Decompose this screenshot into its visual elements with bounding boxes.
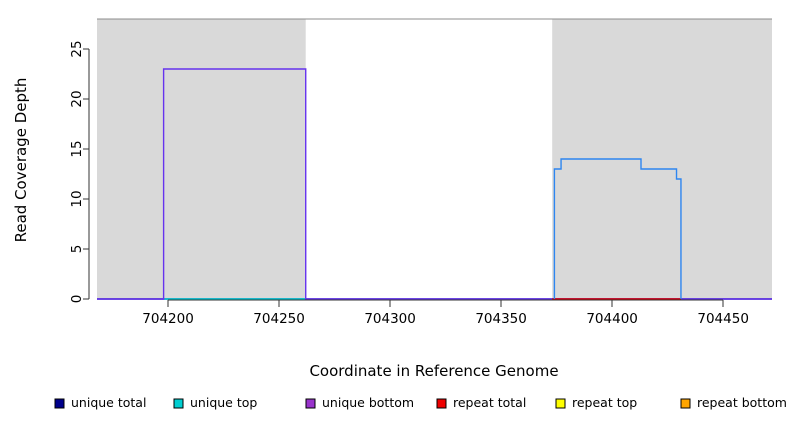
y-tick-label-1: 5 xyxy=(69,245,85,254)
x-tick-label-4: 704400 xyxy=(586,311,638,327)
x-axis: 704200 704250 704300 704350 704400 704450 xyxy=(142,299,749,327)
y-axis-title: Read Coverage Depth xyxy=(12,78,30,243)
left-shaded-region-fill xyxy=(97,19,306,299)
legend-item-unique-top: unique top xyxy=(173,395,257,410)
x-tick-label-0: 704200 xyxy=(142,311,194,327)
legend-item-repeat-total: repeat total xyxy=(436,395,526,410)
legend-swatch-repeat-top xyxy=(555,398,566,409)
legend-label-repeat-bottom: repeat bottom xyxy=(697,395,787,410)
legend: unique total unique top unique bottom repea… xyxy=(54,395,787,410)
legend-label-unique-top: unique top xyxy=(190,395,257,410)
left-shaded-region xyxy=(97,18,306,299)
x-axis-title: Coordinate in Reference Genome xyxy=(309,362,558,380)
legend-item-unique-total: unique total xyxy=(54,395,146,410)
legend-swatch-unique-bottom xyxy=(305,398,316,409)
legend-label-repeat-total: repeat total xyxy=(453,395,526,410)
x-tick-label-1: 704250 xyxy=(253,311,305,327)
series-right-block xyxy=(553,158,682,299)
y-tick-label-4: 20 xyxy=(69,90,85,107)
legend-item-repeat-bottom: repeat bottom xyxy=(680,395,787,410)
x-tick-label-2: 704300 xyxy=(364,311,416,327)
y-tick-label-5: 25 xyxy=(69,40,85,57)
shaded-regions-layer xyxy=(97,18,772,299)
legend-swatch-unique-top xyxy=(173,398,184,409)
series-layer xyxy=(97,68,772,300)
y-tick-label-3: 15 xyxy=(69,140,85,157)
x-tick-label-3: 704350 xyxy=(475,311,527,327)
legend-label-unique-bottom: unique bottom xyxy=(322,395,414,410)
x-tick-label-5: 704450 xyxy=(697,311,749,327)
legend-item-unique-bottom: unique bottom xyxy=(305,395,414,410)
legend-label-unique-total: unique total xyxy=(71,395,146,410)
y-axis: 0 5 10 15 20 25 xyxy=(69,40,90,304)
y-tick-label-2: 10 xyxy=(69,190,85,207)
legend-swatch-repeat-bottom xyxy=(680,398,691,409)
legend-swatch-repeat-total xyxy=(436,398,447,409)
y-tick-label-0: 0 xyxy=(69,295,85,304)
legend-item-repeat-top: repeat top xyxy=(555,395,637,410)
legend-label-repeat-top: repeat top xyxy=(572,395,637,410)
legend-swatch-unique-total xyxy=(54,398,65,409)
